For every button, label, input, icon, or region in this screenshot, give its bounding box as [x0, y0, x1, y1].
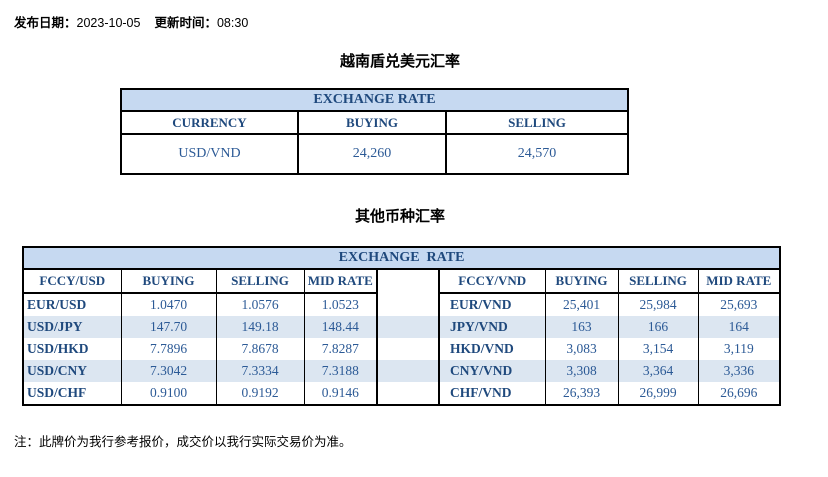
- table-row: USD/VND 24,260 24,570: [120, 133, 629, 175]
- currency-pair-cell: HKD/VND: [438, 338, 546, 360]
- spacer-cell: [376, 316, 440, 338]
- currency-pair-cell: EUR/USD: [22, 293, 122, 316]
- selling-rate-cell: 25,984: [617, 293, 699, 316]
- selling-rate-cell: 0.9192: [215, 382, 305, 405]
- table-row-eur: EUR/USD 1.0470 1.0576 1.0523 EUR/VND 25,…: [22, 293, 781, 316]
- publish-date-label: 发布日期：: [14, 16, 77, 30]
- mid-rate-cell: 26,696: [697, 382, 781, 405]
- mid-rate-cell: 7.8287: [303, 338, 378, 360]
- buying-rate-cell: 0.9100: [120, 382, 217, 405]
- column-header-midrate-left: MID RATE: [303, 268, 378, 294]
- column-header-fccy-vnd: FCCY/VND: [438, 268, 546, 294]
- publish-update-line: 发布日期：2023-10-05 更新时间：08:30: [14, 12, 248, 31]
- mid-rate-cell: 7.3188: [303, 360, 378, 382]
- currency-pair-cell: USD/CHF: [22, 382, 122, 405]
- spacer-cell: [376, 338, 440, 360]
- column-header-selling-left: SELLING: [215, 268, 305, 294]
- buying-rate-cell: 163: [544, 316, 619, 338]
- currency-pair-cell: JPY/VND: [438, 316, 546, 338]
- column-header-selling: SELLING: [445, 110, 629, 135]
- section1-title: 越南盾兑美元汇率: [339, 53, 460, 70]
- column-header-buying-left: BUYING: [120, 268, 217, 294]
- currency-pair-cell: USD/CNY: [22, 360, 122, 382]
- column-header-selling-right: SELLING: [617, 268, 699, 294]
- mid-rate-cell: 0.9146: [303, 382, 378, 405]
- table-row-hkd: USD/HKD 7.7896 7.8678 7.8287 HKD/VND 3,0…: [22, 338, 781, 360]
- other-currencies-rate-table: EXCHANGE RATE FCCY/USD BUYING SELLING MI…: [22, 246, 782, 406]
- spacer-cell: [376, 382, 440, 405]
- column-header-fccy-usd: FCCY/USD: [22, 268, 122, 294]
- selling-rate-cell: 7.3334: [215, 360, 305, 382]
- table-header-row: CURRENCY BUYING SELLING: [120, 110, 629, 135]
- buying-rate-cell: 26,393: [544, 382, 619, 405]
- buying-rate-cell: 7.3042: [120, 360, 217, 382]
- table-row-jpy: USD/JPY 147.70 149.18 148.44 JPY/VND 163…: [22, 316, 781, 338]
- exchange-rate-band: EXCHANGE RATE: [121, 89, 628, 112]
- buying-rate-cell: 7.7896: [120, 338, 217, 360]
- currency-pair-cell: CNY/VND: [438, 360, 546, 382]
- currency-pair-cell: USD/HKD: [22, 338, 122, 360]
- table-header-row: FCCY/USD BUYING SELLING MID RATE FCCY/VN…: [22, 268, 781, 294]
- section2-title: 其他币种汇率: [354, 208, 445, 225]
- update-time-label: 更新时间：: [154, 16, 217, 30]
- mid-rate-cell: 148.44: [303, 316, 378, 338]
- mid-rate-cell: 1.0523: [303, 293, 378, 316]
- update-time-value: 08:30: [216, 16, 249, 30]
- buying-rate-cell: 24,260: [297, 133, 447, 175]
- spacer-cell: [376, 269, 440, 293]
- currency-pair-cell: USD/VND: [120, 133, 299, 175]
- column-header-currency: CURRENCY: [120, 110, 299, 135]
- table-row-cny: USD/CNY 7.3042 7.3334 7.3188 CNY/VND 3,3…: [22, 360, 781, 382]
- selling-rate-cell: 1.0576: [215, 293, 305, 316]
- column-header-buying: BUYING: [297, 110, 447, 135]
- mid-rate-cell: 3,119: [697, 338, 781, 360]
- table-row-chf: USD/CHF 0.9100 0.9192 0.9146 CHF/VND 26,…: [22, 382, 781, 405]
- currency-pair-cell: CHF/VND: [438, 382, 546, 405]
- buying-rate-cell: 3,083: [544, 338, 619, 360]
- disclaimer-note: 注：此牌价为我行参考报价，成交价以我行实际交易价为准。: [14, 435, 352, 449]
- table-band-row: EXCHANGE RATE: [121, 89, 628, 112]
- spacer-cell: [376, 293, 440, 316]
- buying-rate-cell: 1.0470: [120, 293, 217, 316]
- usd-vnd-rate-table: EXCHANGE RATE CURRENCY BUYING SELLING US…: [120, 88, 629, 175]
- selling-rate-cell: 26,999: [617, 382, 699, 405]
- publish-date-value: 2023-10-05: [76, 16, 141, 30]
- buying-rate-cell: 147.70: [120, 316, 217, 338]
- selling-rate-cell: 24,570: [445, 133, 629, 175]
- mid-rate-cell: 25,693: [697, 293, 781, 316]
- buying-rate-cell: 25,401: [544, 293, 619, 316]
- column-header-midrate-right: MID RATE: [697, 268, 781, 294]
- column-header-buying-right: BUYING: [544, 268, 619, 294]
- buying-rate-cell: 3,308: [544, 360, 619, 382]
- mid-rate-cell: 3,336: [697, 360, 781, 382]
- table-band-row: EXCHANGE RATE: [22, 247, 781, 270]
- exchange-rate-band: EXCHANGE RATE: [22, 247, 781, 270]
- currency-pair-cell: EUR/VND: [438, 293, 546, 316]
- selling-rate-cell: 166: [617, 316, 699, 338]
- selling-rate-cell: 3,364: [617, 360, 699, 382]
- selling-rate-cell: 149.18: [215, 316, 305, 338]
- spacer-cell: [376, 360, 440, 382]
- mid-rate-cell: 164: [697, 316, 781, 338]
- selling-rate-cell: 3,154: [617, 338, 699, 360]
- selling-rate-cell: 7.8678: [215, 338, 305, 360]
- currency-pair-cell: USD/JPY: [22, 316, 122, 338]
